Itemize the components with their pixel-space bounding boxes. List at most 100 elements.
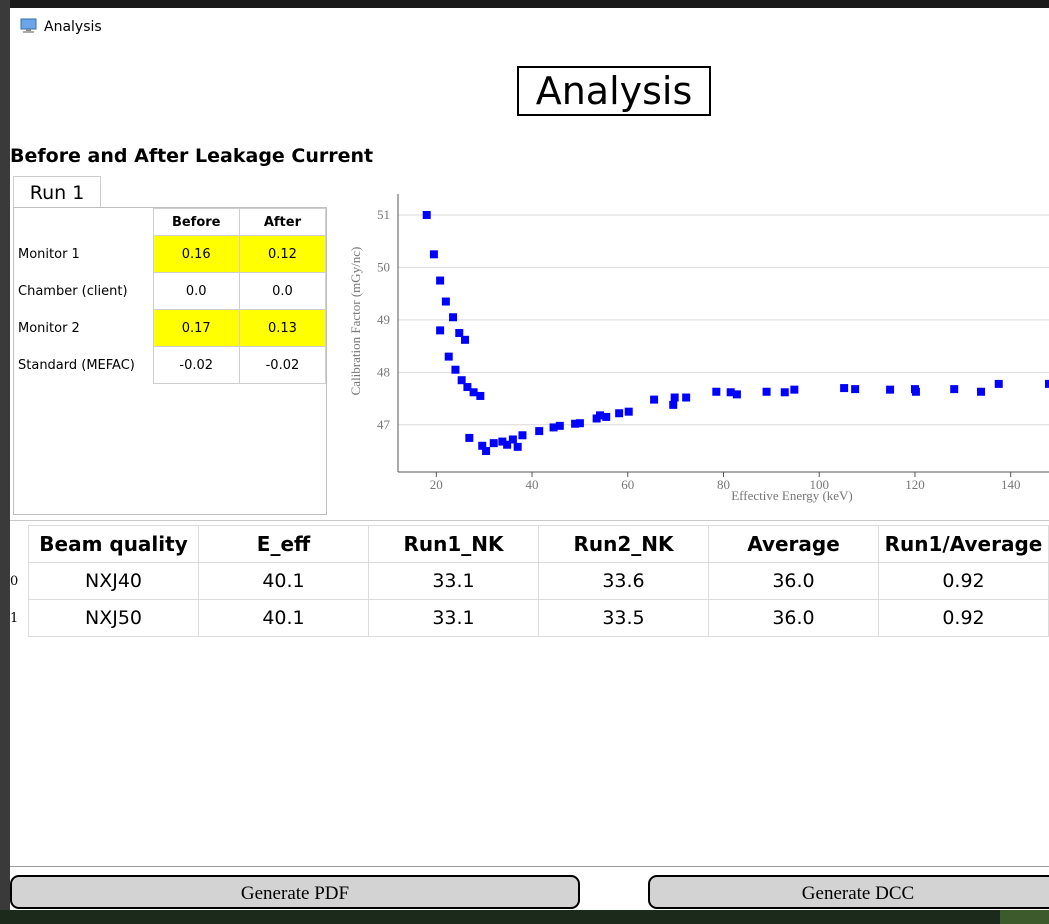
data-point bbox=[624, 407, 633, 416]
after-cell[interactable]: 0.13 bbox=[238, 309, 327, 347]
data-point bbox=[465, 433, 474, 442]
data-point bbox=[840, 384, 849, 393]
leakage-table: Before After Monitor 1 0.16 0.12 Chamber… bbox=[14, 208, 327, 384]
data-point bbox=[441, 297, 450, 306]
title-bar[interactable]: Analysis bbox=[10, 8, 1049, 44]
x-tick-label: 80 bbox=[717, 477, 730, 492]
data-point bbox=[669, 400, 678, 409]
data-point bbox=[602, 412, 611, 421]
leakage-header-row: Before After bbox=[14, 208, 327, 236]
before-cell[interactable]: 0.16 bbox=[152, 235, 240, 273]
data-point bbox=[535, 427, 544, 436]
column-header-beam-quality: Beam quality bbox=[28, 525, 199, 563]
x-tick-label: 20 bbox=[430, 477, 443, 492]
section-title: Before and After Leakage Current bbox=[10, 145, 374, 167]
data-point bbox=[886, 385, 895, 394]
before-cell[interactable]: 0.0 bbox=[152, 272, 240, 310]
data-point bbox=[977, 387, 986, 396]
run1-nk-cell[interactable]: 33.1 bbox=[368, 599, 539, 637]
x-tick-label: 100 bbox=[809, 477, 829, 492]
page-title: Analysis bbox=[517, 66, 711, 116]
column-header-average: Average bbox=[708, 525, 879, 563]
table-row: 1 NXJ50 40.1 33.1 33.5 36.0 0.92 bbox=[10, 599, 1049, 637]
after-cell[interactable]: 0.0 bbox=[238, 272, 327, 310]
data-point bbox=[482, 447, 491, 456]
run2-nk-cell[interactable]: 33.6 bbox=[538, 562, 709, 600]
data-point bbox=[422, 210, 431, 219]
generate-dcc-button[interactable]: Generate DCC bbox=[648, 875, 1049, 909]
leakage-row-standard: Standard (MEFAC) -0.02 -0.02 bbox=[14, 346, 327, 384]
beam-quality-cell[interactable]: NXJ40 bbox=[28, 562, 199, 600]
beam-quality-cell[interactable]: NXJ50 bbox=[28, 599, 199, 637]
leakage-tab-panel: Before After Monitor 1 0.16 0.12 Chamber… bbox=[13, 207, 327, 515]
data-point bbox=[463, 383, 472, 392]
data-point bbox=[571, 419, 580, 428]
average-cell[interactable]: 36.0 bbox=[708, 599, 879, 637]
results-header-row: Beam quality E_eff Run1_NK Run2_NK Avera… bbox=[10, 525, 1049, 563]
before-cell[interactable]: -0.02 bbox=[152, 346, 240, 384]
index-header bbox=[10, 526, 29, 563]
data-point bbox=[712, 387, 721, 396]
data-point bbox=[436, 276, 445, 285]
x-tick-label: 140 bbox=[1001, 477, 1021, 492]
generate-pdf-button[interactable]: Generate PDF bbox=[10, 875, 580, 909]
leakage-row-monitor-1: Monitor 1 0.16 0.12 bbox=[14, 235, 327, 273]
y-tick-label: 50 bbox=[377, 259, 390, 274]
data-point bbox=[726, 388, 735, 397]
data-point bbox=[615, 409, 624, 418]
data-point bbox=[451, 365, 460, 374]
data-point bbox=[429, 250, 438, 259]
column-header-after: After bbox=[238, 208, 327, 236]
data-point bbox=[503, 440, 512, 449]
data-point bbox=[469, 388, 478, 397]
x-tick-label: 60 bbox=[621, 477, 634, 492]
e-eff-cell[interactable]: 40.1 bbox=[198, 599, 369, 637]
footer-divider bbox=[10, 866, 1049, 867]
data-point bbox=[436, 326, 445, 335]
leakage-row-chamber: Chamber (client) 0.0 0.0 bbox=[14, 272, 327, 310]
x-axis-label: Effective Energy (keV) bbox=[731, 488, 853, 503]
run1-nk-cell[interactable]: 33.1 bbox=[368, 562, 539, 600]
y-tick-label: 47 bbox=[377, 417, 391, 432]
data-point bbox=[596, 411, 605, 420]
data-point bbox=[498, 437, 507, 446]
run2-nk-cell[interactable]: 33.5 bbox=[538, 599, 709, 637]
data-point bbox=[732, 390, 741, 399]
monitor-icon bbox=[20, 18, 37, 33]
data-point bbox=[513, 442, 522, 451]
data-point bbox=[1045, 379, 1049, 388]
average-cell[interactable]: 36.0 bbox=[708, 562, 879, 600]
run1-average-cell[interactable]: 0.92 bbox=[878, 562, 1049, 600]
data-point bbox=[670, 393, 679, 402]
calibration-scatter-chart: 47 48 49 50 51 20 40 60 80 100 120 140 Effective En… bbox=[348, 194, 1049, 503]
table-row: 0 NXJ40 40.1 33.1 33.6 36.0 0.92 bbox=[10, 562, 1049, 600]
e-eff-cell[interactable]: 40.1 bbox=[198, 562, 369, 600]
data-point bbox=[851, 385, 860, 394]
after-cell[interactable]: 0.12 bbox=[238, 235, 327, 273]
data-point bbox=[994, 379, 1003, 388]
row-label: Monitor 2 bbox=[18, 320, 80, 336]
x-tick-label: 40 bbox=[526, 477, 539, 492]
y-axis-label: Calibration Factor (mGy/nc) bbox=[348, 247, 363, 396]
data-point bbox=[911, 387, 920, 396]
row-label: Monitor 1 bbox=[18, 246, 80, 262]
data-point bbox=[650, 395, 659, 404]
leakage-row-monitor-2: Monitor 2 0.17 0.13 bbox=[14, 309, 327, 347]
window-title: Analysis bbox=[44, 19, 102, 35]
tab-run-1[interactable]: Run 1 bbox=[13, 176, 101, 207]
data-point bbox=[555, 421, 564, 430]
data-point bbox=[549, 423, 558, 432]
data-point bbox=[508, 435, 517, 444]
section-divider bbox=[10, 520, 1049, 521]
run1-average-cell[interactable]: 0.92 bbox=[878, 599, 1049, 637]
analysis-window: Analysis Analysis Before and After Leaka… bbox=[10, 8, 1049, 910]
column-header-run2-nk: Run2_NK bbox=[538, 525, 709, 563]
column-header-run1-average: Run1/Average bbox=[878, 525, 1049, 563]
after-cell[interactable]: -0.02 bbox=[238, 346, 327, 384]
data-point bbox=[449, 313, 458, 322]
data-point bbox=[575, 419, 584, 428]
before-cell[interactable]: 0.17 bbox=[152, 309, 240, 347]
results-table: Beam quality E_eff Run1_NK Run2_NK Avera… bbox=[10, 525, 1049, 637]
column-header-before: Before bbox=[152, 208, 240, 236]
row-label: Standard (MEFAC) bbox=[18, 357, 135, 373]
